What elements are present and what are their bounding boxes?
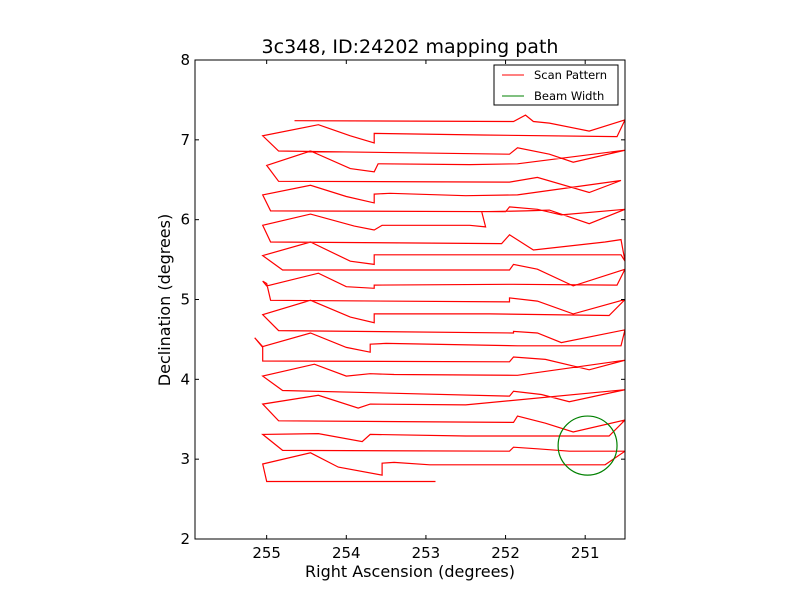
x-axis-label: Right Ascension (degrees)	[305, 562, 515, 581]
y-tick-label: 5	[180, 291, 190, 309]
y-tick-label: 8	[180, 51, 190, 69]
y-axis-label: Declination (degrees)	[155, 214, 174, 386]
series-line-scan-pattern	[254, 114, 625, 483]
legend-label-scan-pattern: Scan Pattern	[534, 68, 607, 82]
y-tick-label: 3	[180, 450, 190, 468]
plot-area	[254, 114, 625, 483]
x-tick-label: 252	[491, 544, 520, 562]
x-tick-label: 254	[332, 544, 361, 562]
y-tick-label: 4	[180, 370, 190, 388]
y-tick-label: 2	[180, 530, 190, 548]
x-tick-label: 251	[571, 544, 600, 562]
y-tick-label: 6	[180, 211, 190, 229]
axis-ticks: 255 254 253 252 251 2 3 4 5 6 7 8	[180, 51, 625, 562]
chart-title: 3c348, ID:24202 mapping path	[262, 36, 559, 58]
legend: Scan Pattern Beam Width	[493, 64, 619, 106]
y-tick-label: 7	[180, 131, 190, 149]
legend-label-beam-width: Beam Width	[534, 89, 604, 103]
x-tick-label: 255	[252, 544, 281, 562]
legend-box	[493, 64, 619, 106]
beam-width-circle	[557, 415, 618, 476]
x-tick-label: 253	[412, 544, 441, 562]
